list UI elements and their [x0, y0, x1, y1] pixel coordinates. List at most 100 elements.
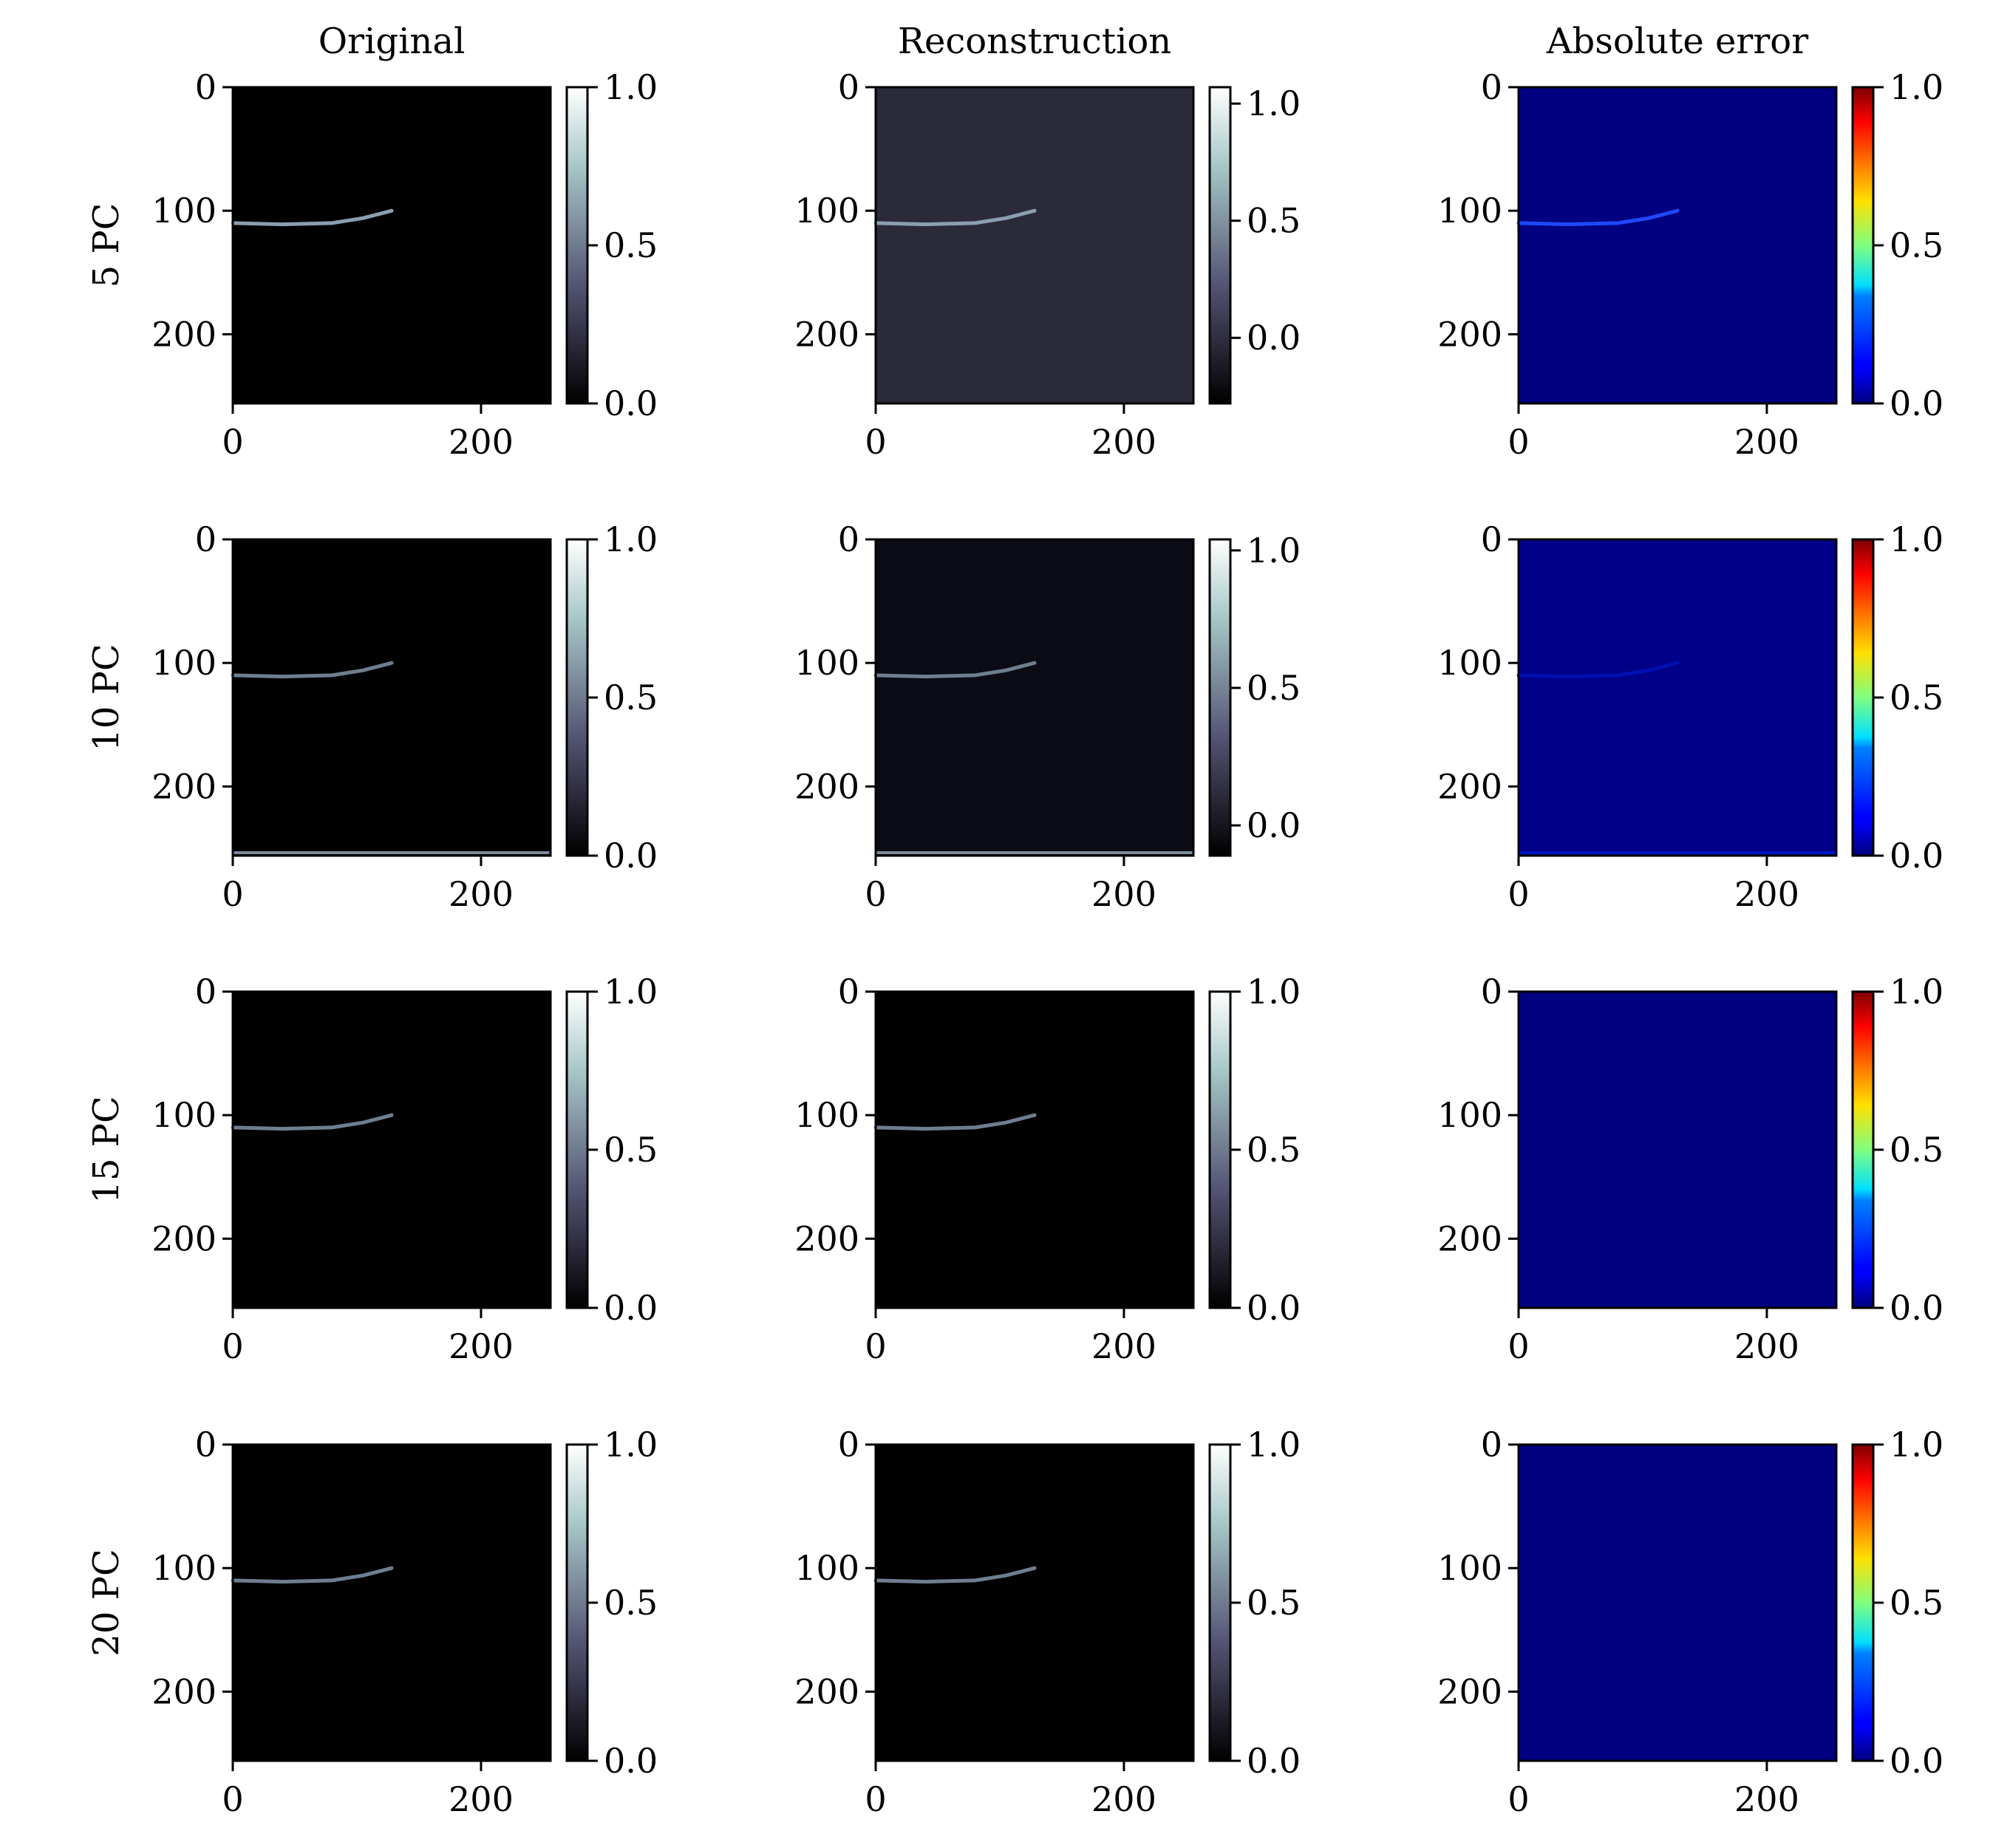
y-tick-label: 0	[195, 519, 217, 559]
x-tick-label: 200	[1091, 1779, 1156, 1819]
panel-r3-c2: 0 100 200 0 200 0.0 0.5 1.0	[1437, 1425, 1943, 1819]
x-tick-label: 0	[222, 1326, 243, 1366]
y-tick-label: 100	[794, 1548, 859, 1588]
colorbar-tick-label: 0.5	[604, 1583, 658, 1623]
y-tick-label: 0	[1481, 1425, 1502, 1465]
axes-frame	[1517, 538, 1838, 857]
colorbar-gradient	[1208, 86, 1232, 405]
colorbar-tick-label: 0.5	[1890, 1583, 1943, 1623]
y-tick-label: 0	[838, 67, 859, 107]
colorbar-tick-label: 1.0	[1890, 519, 1943, 559]
panel-r1-c2: 0 100 200 0 200 0.0 0.5 1.0	[1437, 519, 1943, 914]
colorbar: 0.0 0.5 1.0	[565, 1425, 658, 1781]
x-tick-label: 0	[865, 422, 886, 462]
axes-frame	[874, 86, 1195, 405]
feature-curve	[231, 208, 394, 227]
feature-curve	[1516, 661, 1680, 679]
y-tick-label: 200	[1437, 1218, 1502, 1258]
colorbar-gradient	[1851, 86, 1875, 405]
colorbar-tick-label: 0.0	[604, 383, 658, 423]
x-tick-label: 200	[449, 874, 514, 914]
x-tick-label: 200	[449, 422, 514, 462]
axes-frame	[231, 538, 552, 857]
colorbar-tick-label: 0.0	[1247, 1741, 1301, 1781]
y-tick-label: 0	[195, 67, 217, 107]
colorbar-tick-label: 0.0	[1890, 1288, 1943, 1328]
x-tick-label: 200	[1734, 1779, 1799, 1819]
y-tick-label: 100	[1437, 191, 1502, 231]
y-tick-label: 200	[151, 1218, 217, 1258]
x-tick-label: 200	[1734, 1326, 1799, 1366]
panel-r2-c0: 0 100 200 0 200 0.0 0.5 1.0	[151, 972, 658, 1366]
x-tick-label: 200	[449, 1779, 514, 1819]
colorbar-tick-label: 0.0	[604, 1288, 658, 1328]
y-tick-label: 100	[794, 1095, 859, 1135]
colorbar-tick-label: 1.0	[1247, 531, 1301, 570]
panel-r0-c2: 0 100 200 0 200 0.0 0.5 1.0	[1437, 67, 1943, 462]
y-tick-label: 0	[1481, 519, 1502, 559]
x-tick-label: 0	[222, 422, 243, 462]
row-label-3: 20 PC	[86, 1549, 127, 1656]
y-tick-label: 0	[838, 519, 859, 559]
colorbar-tick-label: 0.0	[1247, 1288, 1301, 1328]
colorbar-gradient	[565, 990, 589, 1309]
x-tick-label: 0	[1507, 1326, 1529, 1366]
axes-frame	[231, 1443, 552, 1762]
x-tick-label: 0	[222, 874, 243, 914]
colorbar: 0.0 0.5 1.0	[1208, 531, 1301, 857]
feature-curve	[873, 208, 1037, 227]
y-tick-label: 200	[1437, 766, 1502, 806]
column-title-0: Original	[318, 21, 466, 62]
panel-r2-c2: 0 100 200 0 200 0.0 0.5 1.0	[1437, 972, 1943, 1366]
panel-r3-c1: 0 100 200 0 200 0.0 0.5 1.0	[794, 1425, 1301, 1819]
colorbar-gradient	[1208, 1443, 1232, 1762]
colorbar-gradient	[565, 538, 589, 857]
image-background	[876, 992, 1193, 1308]
colorbar: 0.0 0.5 1.0	[1851, 972, 1943, 1328]
image-background	[233, 992, 551, 1308]
x-tick-label: 200	[1091, 874, 1156, 914]
x-tick-label: 0	[1507, 422, 1529, 462]
colorbar-gradient	[1851, 990, 1875, 1309]
y-tick-label: 200	[794, 314, 859, 354]
image-background	[233, 87, 551, 403]
colorbar-tick-label: 1.0	[1247, 972, 1301, 1012]
colorbar-tick-label: 1.0	[1247, 1425, 1301, 1465]
y-tick-label: 0	[838, 972, 859, 1012]
axes-frame	[1517, 990, 1838, 1309]
y-tick-label: 200	[1437, 314, 1502, 354]
row-label-2: 15 PC	[86, 1096, 127, 1203]
colorbar-gradient	[1851, 538, 1875, 857]
colorbar-tick-label: 1.0	[604, 1425, 658, 1465]
image-background	[233, 1445, 551, 1761]
row-label-0: 5 PC	[86, 203, 127, 288]
panel-r3-c0: 0 100 200 0 200 0.0 0.5 1.0	[151, 1425, 658, 1819]
colorbar-tick-label: 0.5	[1890, 225, 1943, 265]
colorbar-gradient	[1208, 990, 1232, 1309]
colorbar-gradient	[1208, 538, 1232, 857]
y-tick-label: 100	[151, 1548, 217, 1588]
colorbar-tick-label: 0.0	[1890, 1741, 1943, 1781]
axes-frame	[231, 990, 552, 1309]
panel-r2-c1: 0 100 200 0 200 0.0 0.5 1.0	[794, 972, 1301, 1366]
colorbar-tick-label: 1.0	[604, 972, 658, 1012]
colorbar-tick-label: 1.0	[1890, 1425, 1943, 1465]
axes-frame	[231, 86, 552, 405]
colorbar: 0.0 0.5 1.0	[1851, 1425, 1943, 1781]
axes-frame	[1517, 1443, 1838, 1762]
y-tick-label: 200	[151, 766, 217, 806]
feature-curve	[231, 1113, 394, 1131]
feature-curve	[873, 1566, 1037, 1584]
image-background	[1519, 87, 1836, 403]
image-background	[1519, 1445, 1836, 1761]
x-tick-label: 0	[222, 1779, 243, 1819]
feature-curve	[231, 1566, 394, 1584]
y-tick-label: 100	[794, 191, 859, 231]
feature-curve	[873, 1113, 1037, 1131]
y-tick-label: 200	[1437, 1671, 1502, 1711]
colorbar-tick-label: 0.0	[1890, 836, 1943, 876]
y-tick-label: 200	[794, 766, 859, 806]
colorbar-gradient	[565, 86, 589, 405]
x-tick-label: 200	[1091, 1326, 1156, 1366]
